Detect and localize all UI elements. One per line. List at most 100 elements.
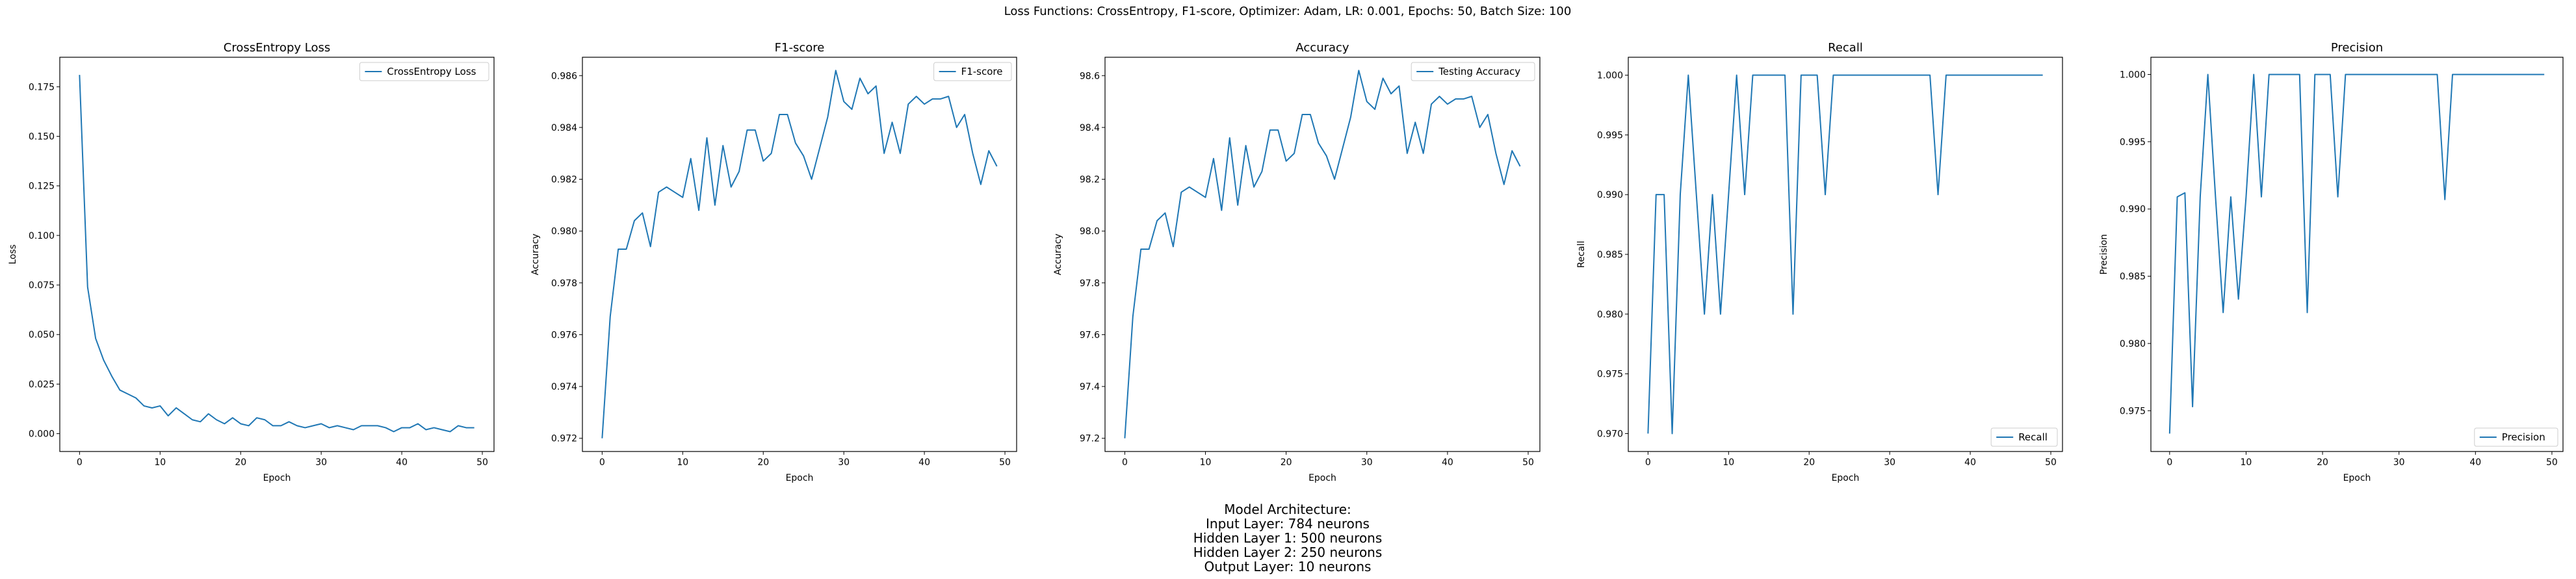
y-tick-label: 98.4 [1080,123,1100,133]
axes-frame [1104,57,1541,452]
architecture-output-layer: Output Layer: 10 neurons [1204,559,1372,574]
y-tick-label: 0.050 [29,330,55,340]
x-tick-label: 50 [2045,457,2057,468]
chart-title: F1-score [775,41,825,55]
y-tick-label: 98.2 [1080,175,1100,185]
y-tick-label: 0.990 [2120,204,2146,215]
y-tick-label: 98.0 [1080,226,1100,237]
y-tick-label: 97.4 [1080,382,1100,392]
chart-title: Precision [2331,41,2383,55]
x-tick-label: 40 [918,457,930,468]
x-tick-label: 20 [235,457,246,468]
y-axis-label: Loss [8,245,18,265]
chart-title: Accuracy [1295,41,1349,55]
series-line [601,70,998,438]
axes-frame [2150,57,2564,452]
y-tick-label: 1.000 [2120,70,2146,80]
x-tick-label: 0 [77,457,83,468]
chart-legend: Recall [1990,427,2058,447]
series-line [2168,74,2545,434]
x-tick-label: 0 [1122,457,1128,468]
x-axis-label: Epoch [786,473,814,483]
legend-box [359,62,489,81]
y-tick-label: 0.980 [551,226,577,237]
chart-legend: F1-score [933,62,1012,81]
architecture-input-layer: Input Layer: 784 neurons [1206,516,1370,532]
x-tick-label: 40 [1964,457,1976,468]
x-tick-label: 50 [999,457,1011,468]
legend-label: F1-score [961,66,1003,77]
legend-label: Recall [2018,431,2048,443]
chart-title: Recall [1828,41,1863,55]
y-tick-label: 0.995 [2120,137,2146,148]
y-tick-label: 0.100 [29,231,55,241]
x-tick-label: 10 [677,457,688,468]
model-architecture: Model Architecture: Input Layer: 784 neu… [1158,502,1418,574]
x-axis-label: Epoch [1308,473,1336,483]
series-line [79,75,475,433]
y-tick-label: 0.974 [551,382,577,392]
axes-frame [1628,57,2063,452]
y-tick-label: 0.990 [1597,190,1623,200]
y-tick-label: 0.975 [1597,370,1623,380]
y-axis-label: Accuracy [1053,234,1063,275]
legend-box [933,62,1012,81]
y-tick-label: 98.6 [1080,71,1100,81]
y-tick-label: 0.980 [2120,339,2146,349]
x-tick-label: 0 [2166,457,2172,468]
y-tick-label: 0.125 [29,182,55,192]
y-tick-label: 0.978 [551,278,577,289]
y-tick-label: 0.982 [551,175,577,185]
y-tick-label: 0.075 [29,280,55,291]
y-tick-label: 97.8 [1080,278,1100,289]
legend-label: Testing Accuracy [1438,66,1520,77]
x-tick-label: 10 [2241,457,2252,468]
x-tick-label: 10 [1200,457,1212,468]
legend-box [1990,427,2058,447]
chart-legend: CrossEntropy Loss [359,62,489,81]
y-tick-label: 0.985 [2120,272,2146,282]
x-tick-label: 10 [154,457,166,468]
x-tick-label: 50 [476,457,488,468]
chart-panel: Recall 0 10 20 30 40 50 0.970 0.975 0.980 0.985 0.9… [1576,41,2063,483]
y-tick-label: 0.970 [1597,429,1623,439]
series-line [1647,74,2043,435]
x-tick-label: 40 [2469,457,2481,468]
y-tick-label: 0.980 [1597,310,1623,320]
chart-panel: Accuracy 0 10 20 30 40 50 97.2 97.4 97.6 97.8 98.0 9… [1053,41,1541,483]
series-line [1124,70,1521,438]
chart-panel: CrossEntropy Loss 0 10 20 30 40 50 0.000 0.025 0.… [8,41,495,483]
y-tick-label: 0.984 [551,123,577,133]
chart-legend: Precision [2474,427,2558,447]
x-axis-label: Epoch [263,473,291,483]
y-tick-label: 0.000 [29,429,55,440]
axes-frame [582,57,1017,452]
x-tick-label: 20 [1281,457,1292,468]
figure-suptitle: Loss Functions: CrossEntropy, F1-score, … [1004,5,1572,18]
y-tick-label: 0.975 [2120,406,2146,416]
y-axis-label: Recall [1576,241,1587,268]
x-tick-label: 20 [757,457,769,468]
chart-panel: F1-score 0 10 20 30 40 50 0.972 0.974 0.976 0.978 0… [530,41,1017,483]
legend-box [2474,427,2558,447]
x-tick-label: 30 [838,457,850,468]
y-tick-label: 97.2 [1080,434,1100,444]
x-tick-label: 40 [396,457,408,468]
x-tick-label: 30 [2393,457,2405,468]
x-axis-label: Epoch [1832,473,1860,483]
y-tick-label: 0.985 [1597,250,1623,260]
x-tick-label: 20 [1803,457,1815,468]
x-tick-label: 0 [1645,457,1651,468]
x-tick-label: 30 [315,457,327,468]
architecture-hidden-layer-1: Hidden Layer 1: 500 neurons [1193,530,1383,546]
x-tick-label: 50 [1522,457,1534,468]
y-tick-label: 0.976 [551,330,577,340]
y-axis-label: Precision [2099,234,2109,275]
chart-legend: Testing Accuracy [1411,62,1535,81]
x-axis-label: Epoch [2343,473,2371,483]
architecture-hidden-layer-2: Hidden Layer 2: 250 neurons [1193,545,1383,560]
x-tick-label: 0 [599,457,605,468]
y-tick-label: 0.025 [29,379,55,390]
chart-title: CrossEntropy Loss [224,41,330,55]
x-tick-label: 30 [1361,457,1373,468]
